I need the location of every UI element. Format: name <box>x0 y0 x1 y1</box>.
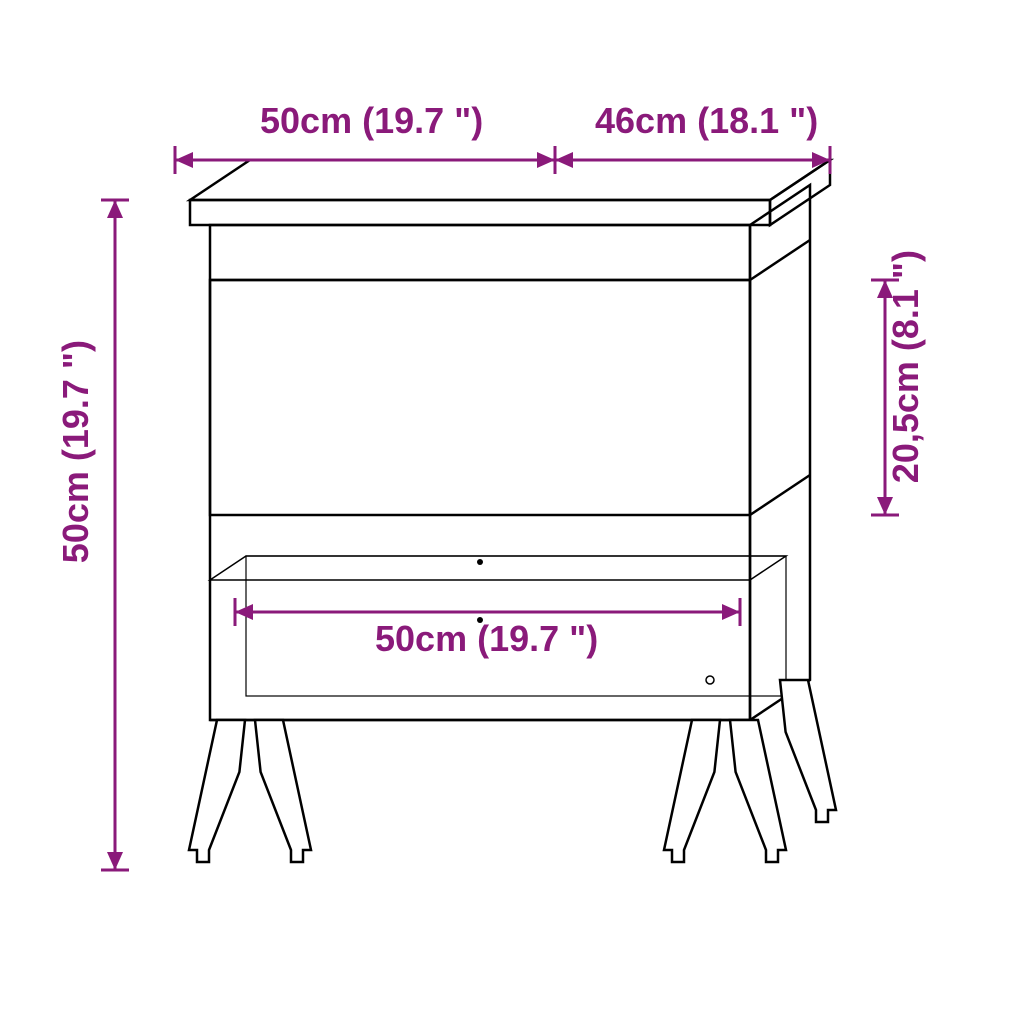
diagram-stage: 50cm (19.7 ") 46cm (18.1 ") 50cm (19.7 ") 2… <box>0 0 1024 1024</box>
dimension-label: 46cm (18.1 ") <box>595 100 818 142</box>
dimension-label: 20,5cm (8.1 ") <box>885 250 927 483</box>
dimension-label: 50cm (19.7 ") <box>55 340 97 563</box>
drawing-svg <box>0 0 1024 1024</box>
dimension-label: 50cm (19.7 ") <box>260 100 483 142</box>
dimension-label: 50cm (19.7 ") <box>375 618 598 660</box>
